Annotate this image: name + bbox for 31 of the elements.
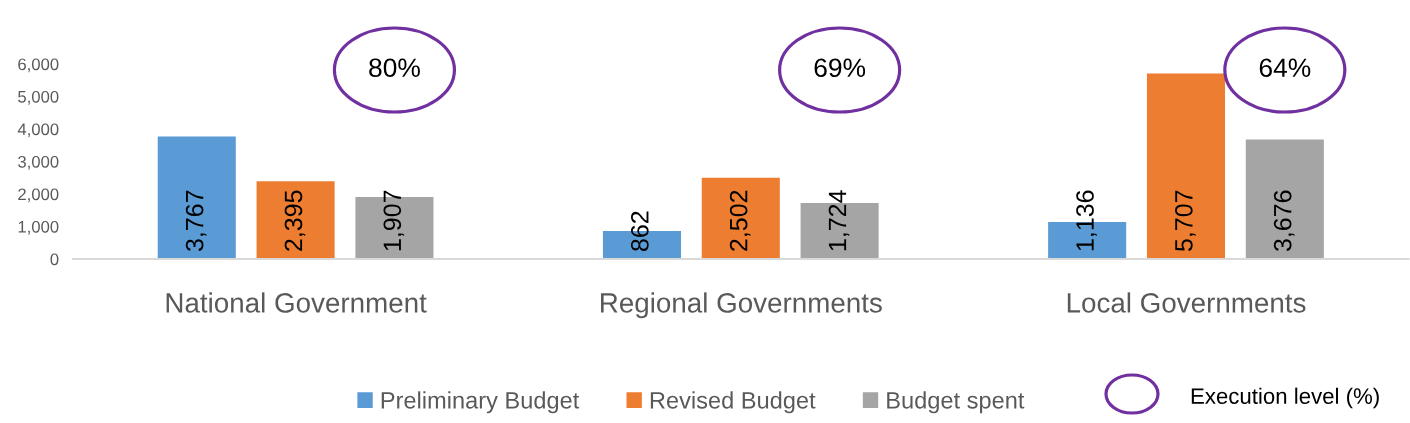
x-tick-label: National Government <box>166 292 427 313</box>
y-tick-label: 2,000 <box>18 188 59 203</box>
x-tick-label: Local Governments <box>1067 292 1306 313</box>
data-label: 862 <box>630 211 649 251</box>
y-tick-label: 4,000 <box>17 123 59 138</box>
legend-label: Preliminary Budget <box>381 391 580 414</box>
legend-label: Budget spent <box>887 391 1025 414</box>
text: Execution level (%) <box>1191 387 1379 409</box>
data-label: 2,502 <box>729 190 751 251</box>
bar <box>1146 73 1226 259</box>
data-label: 2,395 <box>284 190 306 251</box>
bar <box>701 177 780 259</box>
bar <box>256 181 335 259</box>
annotation: 69% <box>814 58 866 78</box>
data-label: 3,676 <box>1273 190 1295 252</box>
data-label: 1,907 <box>383 190 405 251</box>
x-tick-label: Regional Governments <box>601 292 882 319</box>
bar <box>157 136 236 259</box>
data-label: 3,767 <box>185 190 207 252</box>
legend-label: Revised Budget <box>650 391 816 414</box>
data-label: 5,707 <box>1175 190 1196 252</box>
y-tick-label: 6,000 <box>18 58 59 73</box>
data-label: 1,724 <box>828 190 850 251</box>
y-tick-label: 5,000 <box>18 90 59 105</box>
annotation: 64% <box>1259 58 1311 78</box>
data-label: 1,136 <box>1076 190 1097 251</box>
y-tick-label: 3,000 <box>18 155 59 170</box>
bar <box>1245 139 1324 259</box>
y-tick-label: 1,000 <box>18 220 59 235</box>
y-tick-label: 0 <box>50 253 59 266</box>
annotation: 80% <box>369 58 420 78</box>
